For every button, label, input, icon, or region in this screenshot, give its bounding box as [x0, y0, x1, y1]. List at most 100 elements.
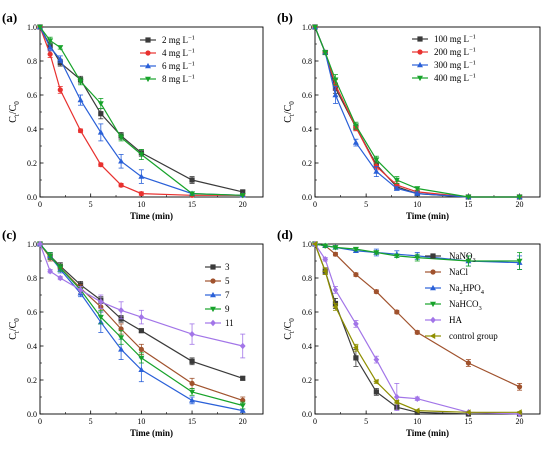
data-point: [516, 384, 523, 390]
y-tick-label: 0.0: [302, 410, 312, 419]
legend-label: 2 mg L−1: [162, 35, 195, 46]
series-6: [311, 241, 522, 416]
legend-label: 8 mg L−1: [162, 74, 195, 85]
data-point: [332, 251, 339, 257]
legend-marker: [430, 316, 436, 324]
y-tick-label: 0.6: [27, 308, 37, 317]
data-point: [352, 139, 359, 145]
chart-panel-2: 0 5 10 15 20 0.0 0.2 0.4 0.6 0.8 1.0 Time (min) Ct/C…: [277, 10, 541, 221]
legend-marker: [429, 333, 436, 339]
y-tick-label: 0.6: [302, 308, 312, 317]
x-tick-label: 0: [313, 200, 317, 209]
y-tick-label: 0.4: [302, 125, 312, 134]
plot-frame: [39, 243, 264, 415]
x-tick-label: 0: [38, 417, 42, 426]
x-tick-label: 0: [38, 200, 42, 209]
series-4: [312, 24, 523, 201]
legend-label: HA: [449, 315, 462, 325]
panel-label: (d): [277, 227, 293, 242]
series-1: [37, 24, 246, 195]
data-point: [465, 194, 472, 201]
x-tick-label: 10: [413, 200, 421, 209]
data-point: [189, 358, 195, 364]
series-5: [37, 240, 246, 359]
data-point: [37, 240, 43, 248]
data-point: [414, 186, 421, 192]
x-tick-label: 20: [516, 200, 524, 209]
data-point: [57, 274, 64, 282]
legend-marker: [210, 291, 216, 298]
data-point: [239, 193, 246, 199]
legend-label: 300 mg L−1: [434, 60, 476, 71]
data-point: [353, 355, 359, 361]
y-tick-label: 0.2: [27, 159, 37, 168]
data-point: [47, 38, 54, 44]
y-axis-label: Ct/C0: [8, 318, 21, 340]
data-point: [47, 253, 54, 260]
legend: NaNO3 NaCl Na2HPO4 NaHCO3 HA control group: [425, 251, 498, 341]
data-point: [332, 286, 339, 294]
x-tick-label: 10: [137, 200, 145, 209]
x-tick-label: 15: [188, 417, 196, 426]
legend-label: 9: [225, 304, 230, 314]
x-tick-label: 5: [89, 200, 93, 209]
x-tick-label: 10: [137, 417, 145, 426]
legend-label: NaHCO3: [449, 299, 482, 312]
data-point: [118, 326, 124, 332]
x-tick-label: 20: [516, 417, 524, 426]
series-4: [312, 241, 523, 270]
data-point: [240, 189, 246, 195]
y-tick-label: 1.0: [27, 240, 37, 249]
y-tick-label: 0.2: [27, 376, 37, 385]
data-point: [373, 389, 379, 395]
series-1: [312, 241, 523, 417]
data-point: [189, 380, 195, 386]
data-point: [311, 241, 318, 247]
data-point: [77, 79, 84, 85]
data-point: [189, 389, 196, 396]
data-point: [414, 395, 421, 402]
data-point: [465, 360, 472, 366]
data-point: [97, 101, 104, 107]
legend-marker: [417, 61, 423, 68]
series-3: [312, 23, 523, 200]
data-point: [352, 344, 359, 351]
x-tick-label: 5: [89, 417, 93, 426]
data-point: [373, 250, 380, 256]
y-tick-label: 0.8: [302, 274, 312, 283]
data-point: [353, 272, 359, 278]
data-point: [393, 185, 400, 191]
data-point: [189, 177, 195, 183]
legend-marker: [210, 264, 216, 270]
y-tick-label: 0.8: [27, 274, 37, 283]
legend-marker: [417, 36, 423, 42]
legend-marker: [430, 301, 436, 308]
data-point: [47, 51, 53, 57]
legend-marker: [145, 76, 151, 83]
data-point: [118, 135, 125, 141]
data-point: [393, 177, 400, 184]
data-point: [47, 267, 53, 275]
x-axis-label: Time (min): [406, 211, 449, 221]
data-point: [97, 298, 104, 306]
data-point: [322, 50, 329, 56]
plot-frame: [314, 243, 541, 415]
data-point: [394, 182, 400, 188]
legend-label: 400 mg L−1: [434, 73, 476, 84]
series-line: [314, 243, 520, 415]
legend-label: control group: [449, 331, 498, 341]
data-point: [77, 128, 84, 134]
data-point: [332, 77, 339, 83]
y-tick-label: 0.2: [302, 376, 312, 385]
series-line: [314, 243, 520, 415]
legend-marker: [210, 319, 216, 327]
legend-label: 4 mg L−1: [162, 48, 195, 59]
y-axis-label: Ct/C0: [8, 101, 21, 123]
data-point: [118, 346, 125, 352]
data-point: [322, 243, 329, 249]
data-point: [97, 129, 104, 135]
data-point: [98, 162, 104, 168]
data-point: [138, 366, 145, 373]
y-tick-label: 1.0: [302, 240, 312, 249]
legend-label: 100 mg L−1: [434, 34, 476, 45]
